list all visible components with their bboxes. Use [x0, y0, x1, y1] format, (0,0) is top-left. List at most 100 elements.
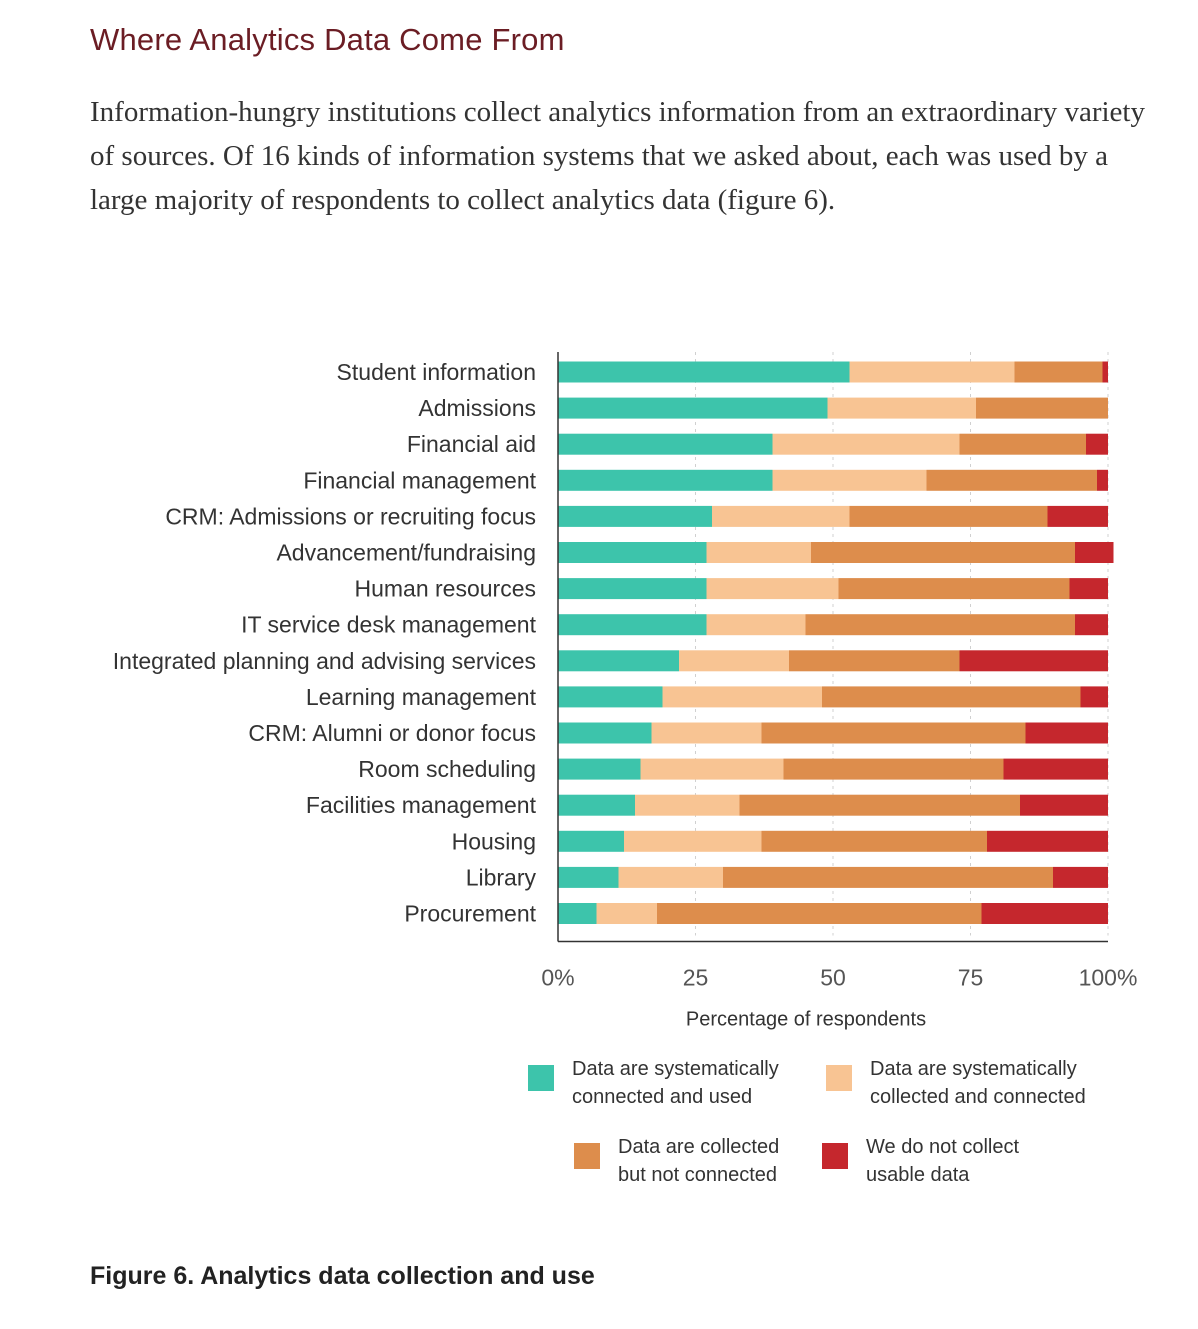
bar-segment	[558, 542, 707, 563]
bar-segment	[1080, 686, 1108, 708]
bar-segment	[783, 758, 1004, 780]
x-tick-label: 50	[820, 965, 846, 991]
bar-segment	[558, 722, 652, 744]
bar-segment	[926, 469, 1097, 491]
bar-segment	[739, 794, 1020, 816]
category-label: Financial management	[303, 467, 536, 493]
bar-segment	[827, 397, 976, 419]
x-tick-label: 25	[683, 965, 709, 991]
bar-segment	[723, 866, 1053, 888]
bars	[558, 361, 1114, 924]
bar-segment	[849, 361, 1015, 383]
category-label: Financial aid	[407, 431, 536, 457]
bar-segment	[662, 686, 822, 708]
category-label: Admissions	[418, 395, 536, 421]
bar-segment	[981, 903, 1108, 924]
bar-segment	[789, 650, 960, 672]
bar-segment	[959, 650, 1108, 672]
x-tick-label: 75	[958, 965, 984, 991]
category-label: IT service desk management	[241, 612, 536, 638]
bar-segment	[1097, 469, 1108, 491]
x-tick-label: 0%	[541, 965, 574, 991]
bar-segment	[657, 903, 982, 924]
bar-segment	[1047, 505, 1108, 527]
bar-segment	[987, 830, 1108, 852]
bar-segment	[558, 505, 712, 527]
legend-item-no-usable-data: We do not collect usable data	[822, 1133, 1019, 1189]
bar-segment	[558, 650, 679, 672]
x-axis-title: Percentage of respondents	[686, 1009, 926, 1031]
category-label: Housing	[452, 828, 536, 854]
bar-segment	[624, 830, 762, 852]
bar-segment	[761, 830, 987, 852]
bar-segment	[558, 578, 707, 600]
bar-segment	[679, 650, 789, 672]
category-label: Integrated planning and advising service…	[113, 648, 536, 674]
legend-swatch-red	[822, 1143, 848, 1169]
bar-segment	[822, 686, 1081, 708]
bar-segment	[558, 614, 707, 636]
bar-segment	[1069, 578, 1108, 600]
page-heading: Where Analytics Data Come From	[90, 22, 565, 57]
bar-segment	[849, 505, 1048, 527]
bar-segment	[1025, 722, 1108, 744]
x-axis: 0% 25 50 75 100%	[541, 352, 1137, 991]
bar-segment	[772, 433, 960, 455]
bar-segment	[635, 794, 740, 816]
category-label: Room scheduling	[358, 756, 536, 782]
bar-segment	[640, 758, 784, 780]
bar-segment	[558, 866, 619, 888]
bar-segment	[1053, 866, 1108, 888]
legend-item-collected-not-connected: Data are collected but not connected	[574, 1133, 779, 1189]
bar-segment	[811, 542, 1075, 563]
bar-segment	[1020, 794, 1108, 816]
legend-swatch-peach	[826, 1065, 852, 1091]
bar-segment	[706, 542, 811, 563]
legend-swatch-orange	[574, 1143, 600, 1169]
legend-item-collected-connected: Data are systematically collected and co…	[826, 1055, 1086, 1111]
bar-segment	[838, 578, 1070, 600]
bar-segment	[1014, 361, 1103, 383]
chart-legend: Data are systematically connected and us…	[0, 1055, 1198, 1205]
bar-segment	[1075, 614, 1108, 636]
category-label: Library	[466, 864, 537, 890]
bar-segment	[618, 866, 723, 888]
category-label: CRM: Alumni or donor focus	[248, 720, 536, 746]
legend-label: Data are systematically connected and us…	[572, 1058, 779, 1108]
bar-segment	[558, 903, 597, 924]
category-label: Learning management	[306, 684, 537, 710]
x-tick-label: 100%	[1079, 965, 1138, 991]
bar-segment	[805, 614, 1075, 636]
bar-segment	[596, 903, 657, 924]
bar-segment	[772, 469, 927, 491]
bar-segment	[558, 830, 624, 852]
bar-segment	[558, 433, 773, 455]
figure-caption: Figure 6. Analytics data collection and …	[90, 1262, 595, 1290]
bar-segment	[558, 469, 773, 491]
bar-segment	[706, 578, 839, 600]
bar-segment	[1102, 361, 1108, 383]
bar-segment	[1003, 758, 1108, 780]
bar-segment	[976, 397, 1108, 419]
legend-label: We do not collect usable data	[866, 1136, 1020, 1186]
bar-segment	[558, 361, 850, 383]
intro-paragraph: Information-hungry institutions collect …	[90, 96, 1145, 216]
bar-segment	[712, 505, 850, 527]
legend-label: Data are systematically collected and co…	[870, 1058, 1086, 1108]
category-label: Student information	[337, 359, 536, 385]
category-label: Human resources	[354, 576, 536, 602]
legend-item-connected-used: Data are systematically connected and us…	[528, 1055, 779, 1111]
bar-segment	[558, 794, 635, 816]
bar-segment	[558, 758, 641, 780]
bar-segment	[558, 397, 828, 419]
legend-label: Data are collected but not connected	[618, 1136, 780, 1186]
bar-segment	[706, 614, 806, 636]
stacked-bar-chart: Student information Admissions Financial a…	[113, 352, 1137, 1031]
legend-swatch-teal	[528, 1065, 554, 1091]
bar-segment	[761, 722, 1026, 744]
bar-segment	[1075, 542, 1114, 563]
category-label: Procurement	[404, 901, 536, 927]
bar-segment	[651, 722, 762, 744]
category-label: Facilities management	[306, 792, 537, 818]
category-label: Advancement/fundraising	[276, 540, 536, 566]
